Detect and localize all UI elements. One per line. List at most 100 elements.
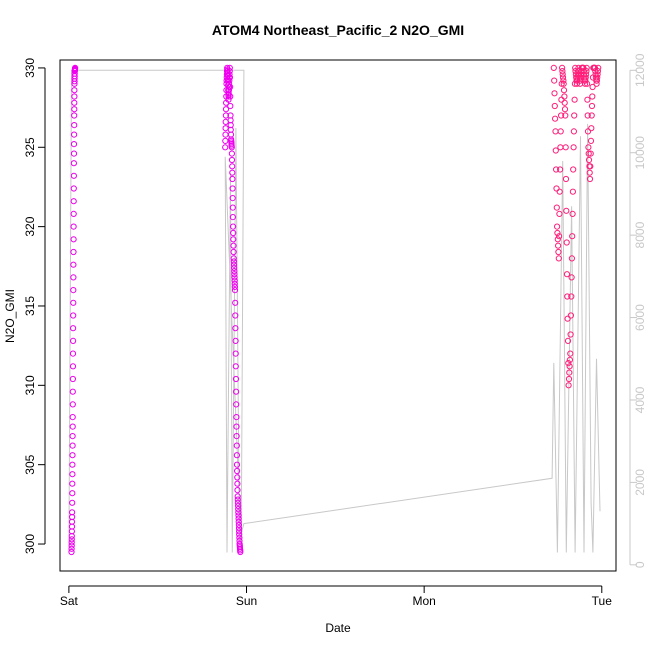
data-point <box>560 87 568 94</box>
data-point <box>222 144 229 151</box>
y-tick-label: 330 <box>23 58 37 78</box>
data-point <box>225 96 232 103</box>
x-axis: Sat Sun Mon Tue <box>60 585 613 608</box>
data-point <box>557 166 564 173</box>
data-point <box>236 534 243 541</box>
data-point <box>228 150 235 157</box>
x-tick-label: Tue <box>592 594 613 608</box>
data-point <box>234 487 241 494</box>
data-point <box>556 233 563 240</box>
data-point <box>559 71 566 78</box>
data-point <box>71 93 78 100</box>
data-point <box>553 185 560 192</box>
data-point <box>229 163 236 170</box>
data-point <box>70 160 78 167</box>
data-point <box>551 77 558 84</box>
data-point <box>583 71 590 78</box>
x-axis-label: Date <box>325 621 351 635</box>
data-point <box>555 248 562 256</box>
data-point <box>233 442 240 449</box>
data-point <box>585 150 592 157</box>
data-point <box>234 499 241 506</box>
data-point <box>225 90 232 97</box>
data-point <box>594 68 602 75</box>
data-point <box>585 156 593 164</box>
data-point <box>69 461 76 468</box>
data-point <box>70 172 78 179</box>
data-point <box>69 509 76 516</box>
data-point <box>227 102 234 110</box>
data-point <box>584 112 591 119</box>
data-point <box>227 83 234 91</box>
data-point <box>70 236 77 243</box>
data-point <box>235 512 242 519</box>
data-point <box>553 166 560 173</box>
data-point <box>582 74 589 81</box>
data-point <box>231 274 238 281</box>
data-point <box>230 236 237 243</box>
data-point <box>570 144 577 151</box>
data-point <box>587 163 594 170</box>
altitude-line <box>68 69 601 553</box>
data-point <box>230 242 237 249</box>
data-point <box>236 531 243 538</box>
data-point <box>566 363 573 370</box>
data-point <box>234 474 241 481</box>
data-point <box>69 375 77 383</box>
data-point <box>69 401 76 408</box>
data-point <box>231 264 238 271</box>
data-point <box>235 525 243 532</box>
data-point <box>69 490 76 497</box>
data-point <box>570 128 578 135</box>
data-point <box>561 99 568 106</box>
data-point <box>571 112 578 119</box>
data-point <box>70 274 77 281</box>
data-point <box>229 204 236 211</box>
data-point <box>570 166 577 173</box>
data-point <box>230 261 238 268</box>
data-point <box>234 480 241 487</box>
data-point <box>233 461 241 468</box>
data-point <box>551 90 558 97</box>
data-point <box>233 433 240 440</box>
data-point <box>235 518 242 525</box>
data-point <box>230 258 237 265</box>
data-point <box>70 210 77 217</box>
data-point <box>559 74 567 81</box>
data-point <box>552 115 559 122</box>
data-point <box>235 521 242 529</box>
data-point <box>568 255 576 262</box>
data-point <box>68 542 75 549</box>
data-point <box>69 414 76 421</box>
data-point <box>565 382 572 389</box>
data-point <box>562 144 569 151</box>
data-point <box>234 496 241 503</box>
data-point <box>582 80 589 87</box>
data-point <box>569 188 577 195</box>
data-point <box>235 515 242 522</box>
data-point <box>71 99 78 106</box>
data-point <box>68 536 75 543</box>
y2-tick-label: 8000 <box>633 221 647 248</box>
data-point <box>594 71 601 78</box>
data-point <box>70 198 77 205</box>
data-point <box>70 223 77 230</box>
data-point <box>231 268 238 275</box>
data-point <box>222 131 229 138</box>
data-point <box>566 356 574 363</box>
data-point <box>232 325 239 332</box>
data-point <box>584 128 592 135</box>
data-point <box>564 293 571 300</box>
data-point <box>231 283 238 290</box>
x-tick-label: Mon <box>412 594 435 608</box>
data-point <box>582 77 589 84</box>
data-point <box>586 169 593 176</box>
x-tick-label: Sat <box>60 594 79 608</box>
data-point <box>235 502 242 509</box>
data-point <box>560 80 567 87</box>
data-point <box>69 363 77 370</box>
data-point <box>71 87 78 94</box>
data-point <box>232 350 239 357</box>
data-point <box>594 74 601 81</box>
data-point <box>588 125 595 132</box>
